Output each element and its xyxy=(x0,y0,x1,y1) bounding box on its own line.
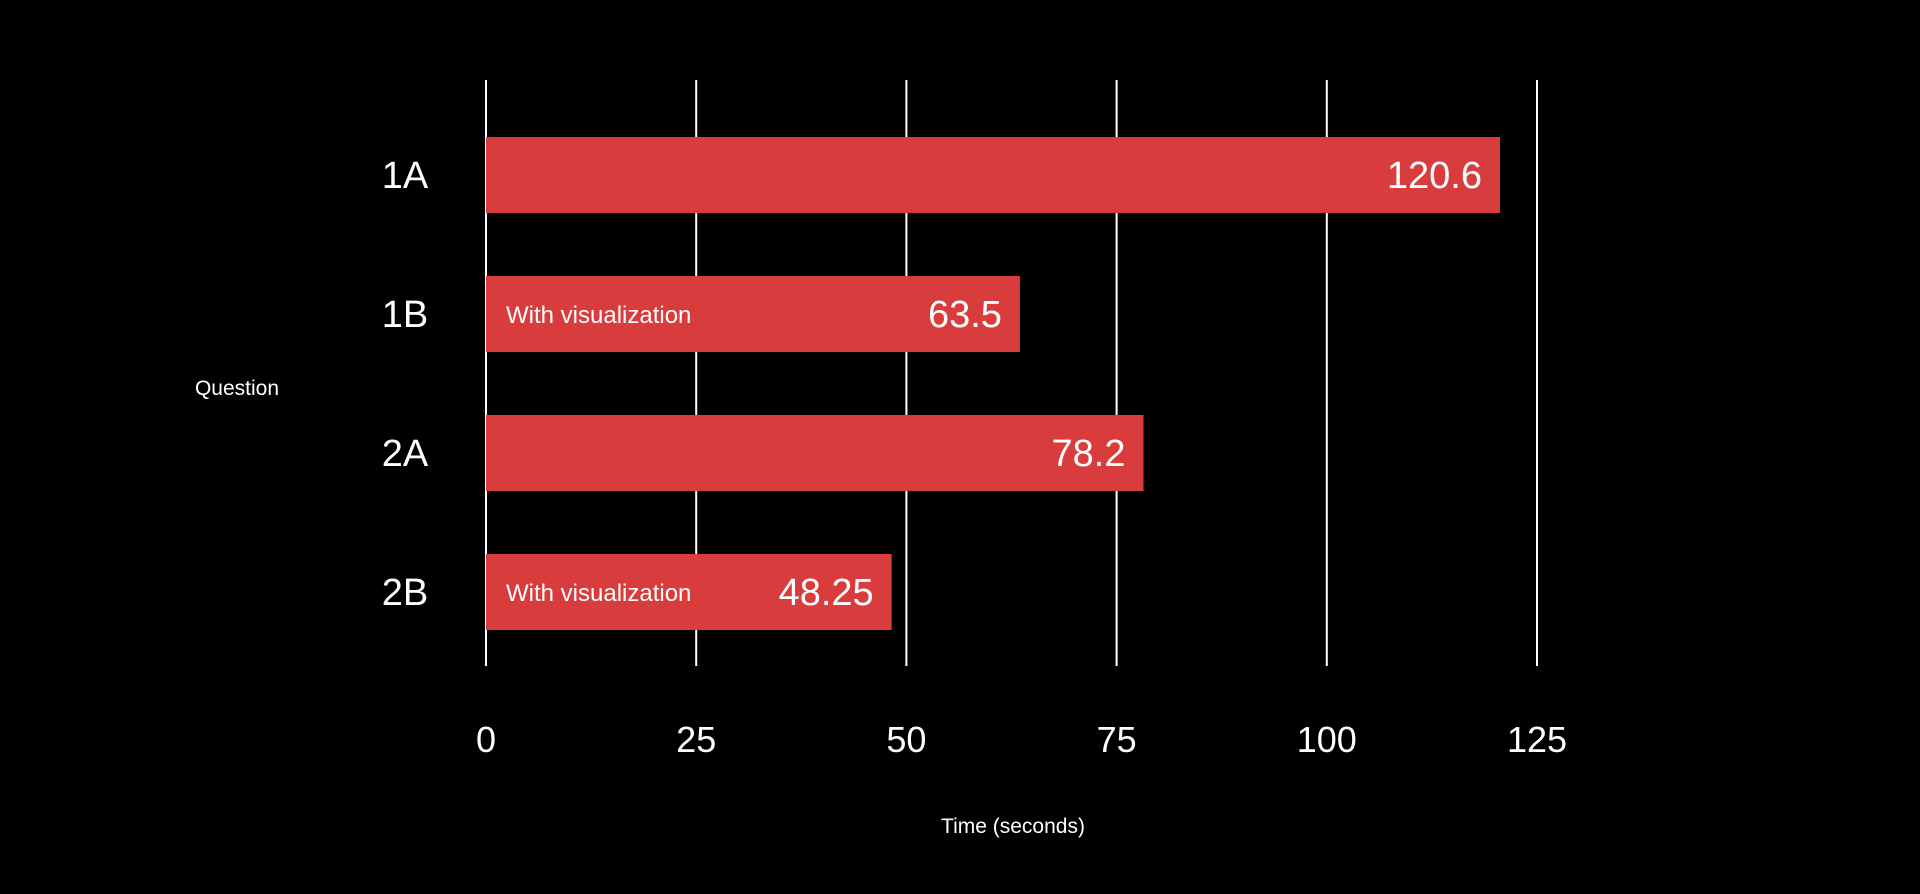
category-label: 1B xyxy=(382,294,428,336)
y-axis-title: Question xyxy=(195,377,279,400)
x-tick-label: 0 xyxy=(476,719,496,760)
bar-annotation: With visualization xyxy=(506,302,691,329)
bar-annotation: With visualization xyxy=(506,580,691,607)
bar-1b xyxy=(486,276,1020,352)
category-label: 2A xyxy=(382,433,429,475)
value-label: 78.2 xyxy=(1052,433,1126,475)
value-label: 120.6 xyxy=(1387,155,1482,197)
x-tick-label: 25 xyxy=(676,719,716,760)
bar-2b xyxy=(486,554,892,630)
bar-2a xyxy=(486,415,1144,491)
bar-1a xyxy=(486,137,1501,213)
category-label: 2B xyxy=(382,572,428,614)
value-label: 63.5 xyxy=(928,294,1002,336)
category-label: 1A xyxy=(382,155,429,197)
x-axis-title: Time (seconds) xyxy=(941,815,1085,838)
bars xyxy=(486,137,1501,630)
x-tick-label: 125 xyxy=(1507,719,1567,760)
value-label: 48.25 xyxy=(779,572,874,614)
x-tick-label: 75 xyxy=(1097,719,1137,760)
x-tick-label: 100 xyxy=(1297,719,1357,760)
x-tick-label: 50 xyxy=(886,719,926,760)
labels: 0 25 50 75 100 125 1A 120.6 1B 63.5 With visualiza… xyxy=(382,155,1567,760)
